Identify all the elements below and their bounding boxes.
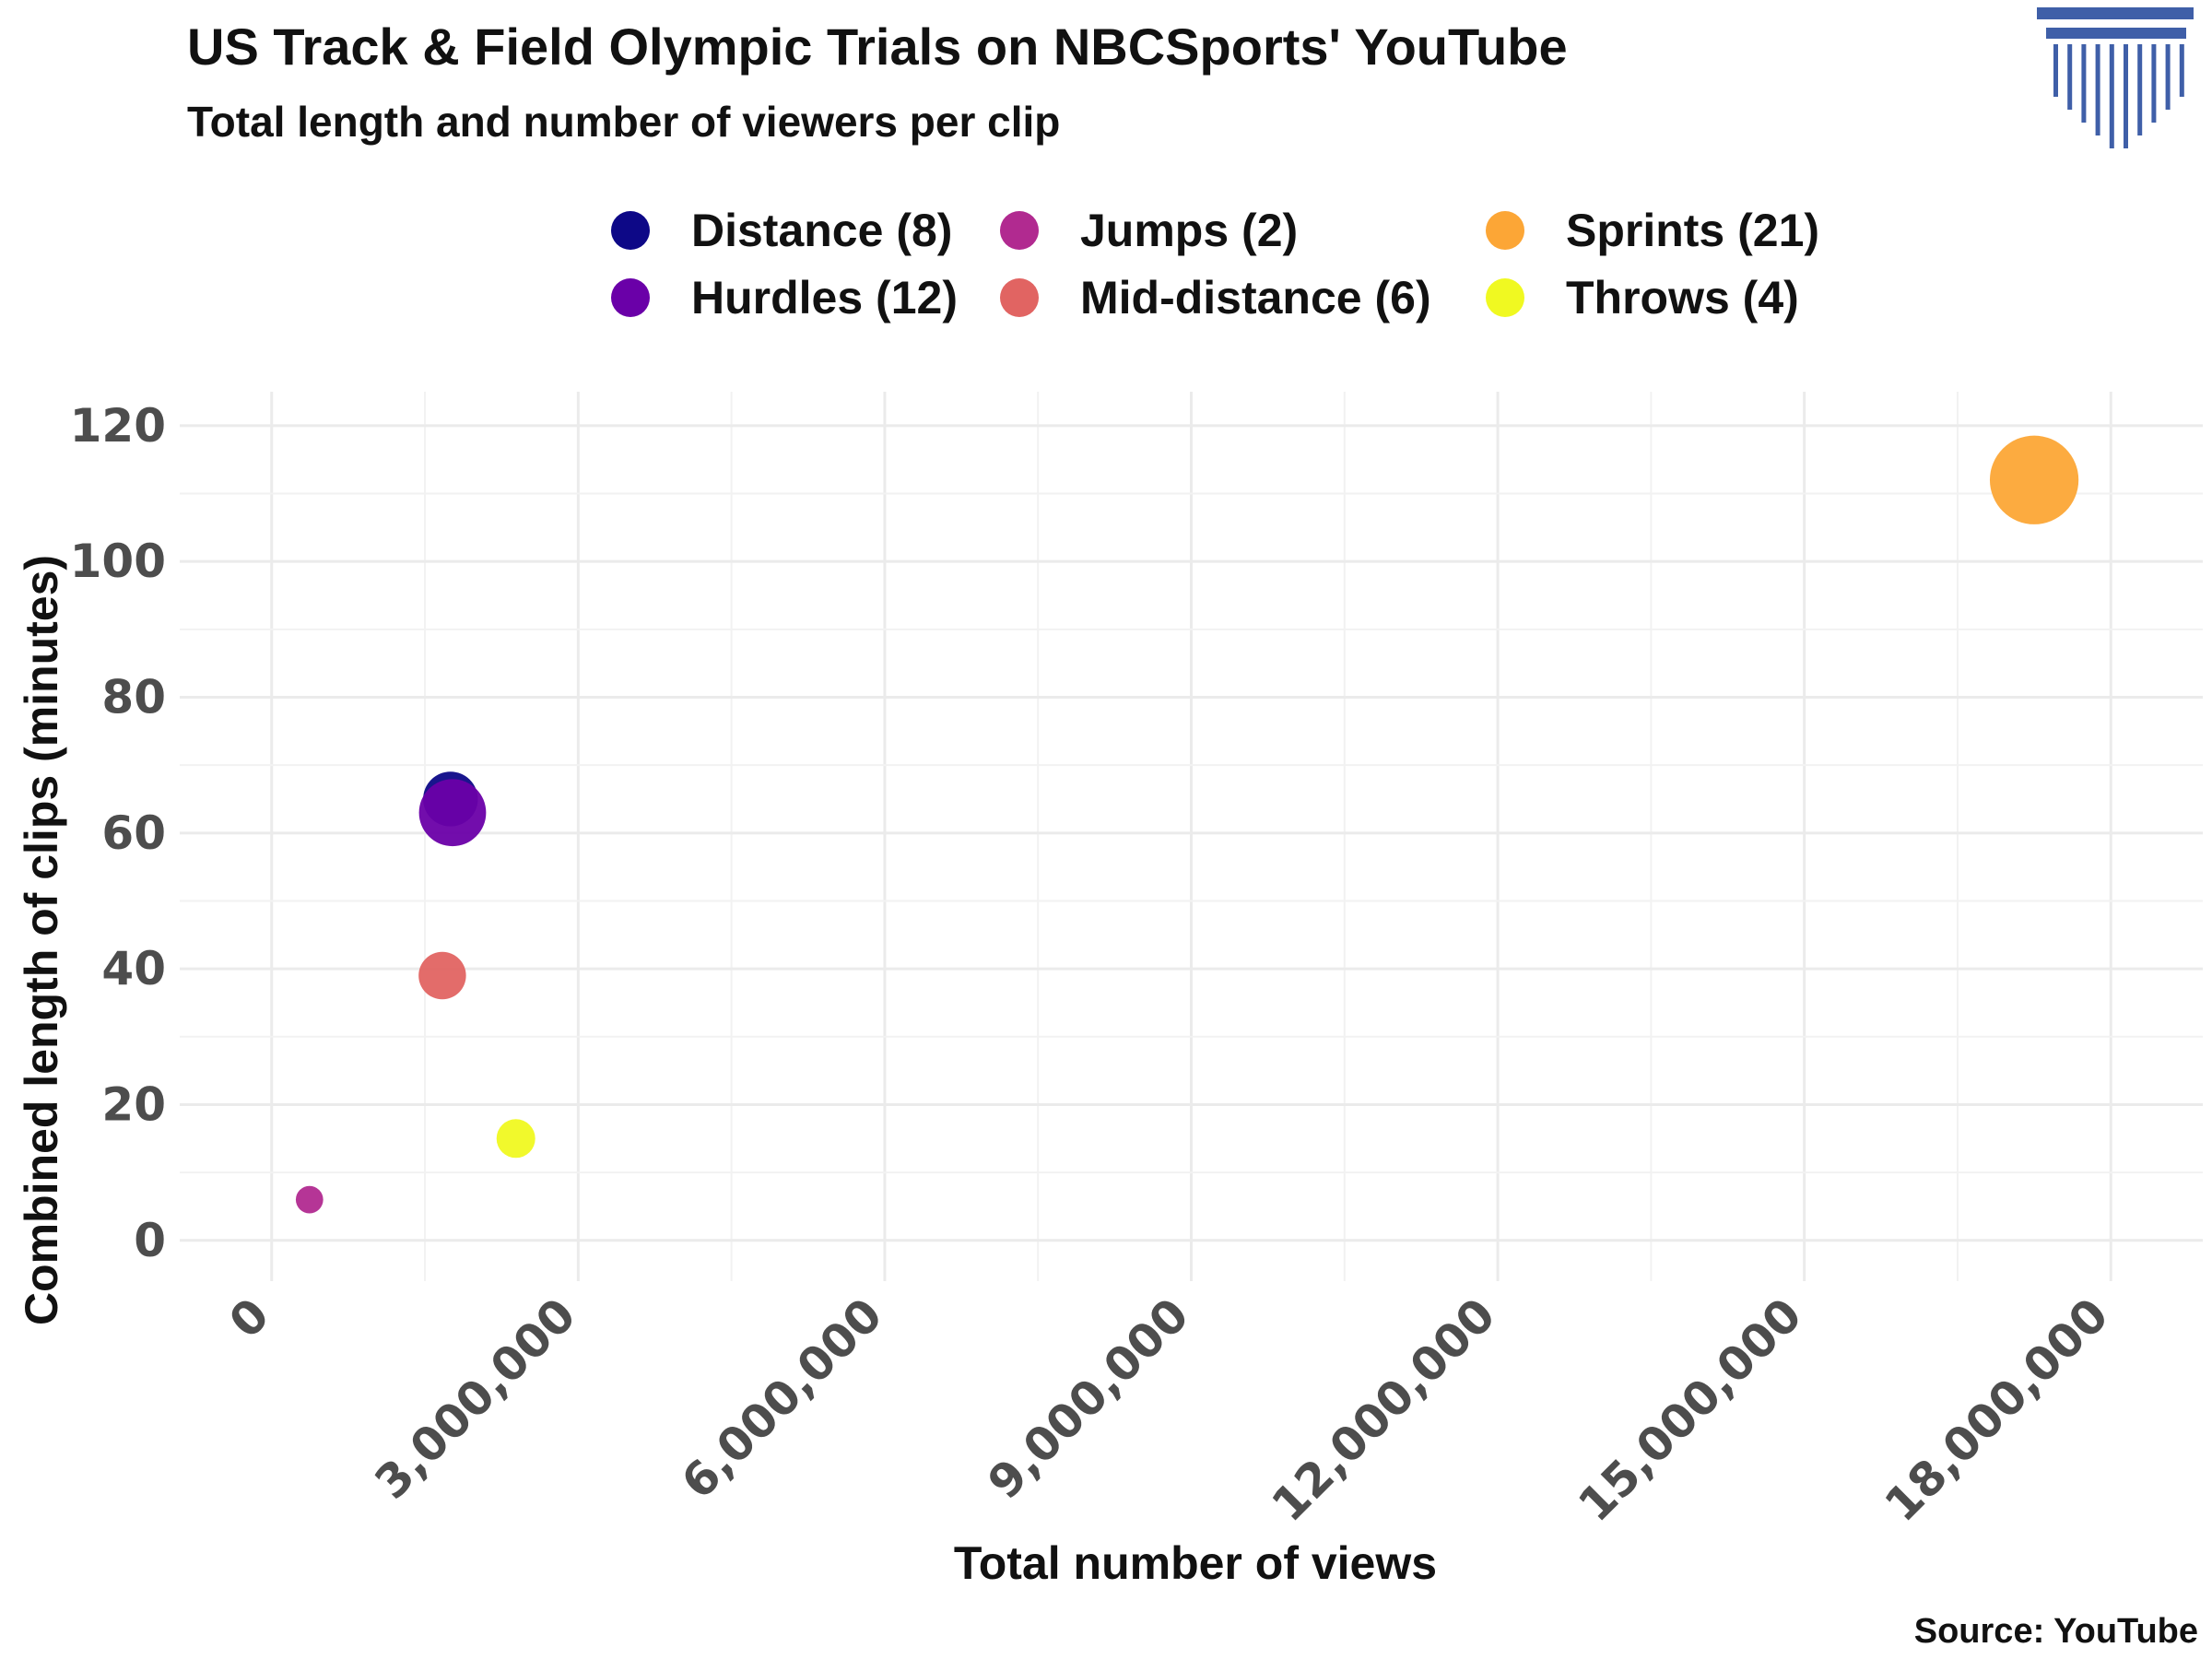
- legend-label-sprints: Sprints (21): [1566, 205, 1819, 256]
- y-tick-label: 60: [101, 806, 166, 860]
- legend-key-mid-distance: [1000, 278, 1039, 317]
- legend-label-throws: Throws (4): [1566, 272, 1799, 324]
- source-note: Source: YouTube: [1914, 1612, 2198, 1651]
- logo-beam: [2046, 28, 2186, 39]
- legend-key-distance: [611, 211, 650, 250]
- y-tick-label: 80: [101, 670, 166, 724]
- logo-column: [2095, 44, 2100, 135]
- legend-key-throws: [1486, 278, 1524, 317]
- legend-label-jumps: Jumps (2): [1080, 205, 1298, 256]
- logo-column: [2109, 44, 2114, 148]
- y-tick-label: 40: [101, 942, 166, 995]
- point-sprints: [1989, 435, 2079, 524]
- logo-roof: [2037, 7, 2194, 19]
- chart-subtitle: Total length and number of viewers per c…: [187, 98, 1060, 146]
- y-axis-title: Combined length of clips (minutes): [16, 555, 67, 1325]
- point-mid-distance: [418, 951, 466, 1000]
- legend: Distance (8) Hurdles (12) Jumps (2) Mid-dis…: [611, 205, 1819, 324]
- logo-column: [2124, 44, 2128, 148]
- x-tick-label: 0: [219, 1288, 280, 1348]
- logo-column: [2137, 44, 2143, 135]
- x-tick-label: 6,000,000: [671, 1288, 892, 1509]
- data-points: [295, 435, 2079, 1214]
- legend-key-sprints: [1486, 211, 1524, 250]
- point-throws: [496, 1119, 535, 1159]
- logo-column: [2165, 44, 2171, 110]
- grid: [180, 392, 2203, 1281]
- x-tick-label: 3,000,000: [365, 1288, 586, 1509]
- logo-column: [2081, 44, 2087, 123]
- y-tick-label: 100: [70, 535, 166, 588]
- y-tick-label: 20: [101, 1077, 166, 1131]
- legend-key-hurdles: [611, 278, 650, 317]
- x-tick-label: 15,000,000: [1568, 1288, 1812, 1532]
- logo-column: [2151, 44, 2157, 123]
- chart-title: US Track & Field Olympic Trials on NBCSp…: [187, 18, 1568, 76]
- x-tick-label: 9,000,000: [978, 1288, 1199, 1509]
- logo-column: [2179, 44, 2184, 97]
- x-axis-ticks: 0 3,000,000 6,000,000 9,000,000 12,000,000 15…: [219, 1288, 2119, 1532]
- point-hurdles: [418, 779, 487, 847]
- point-jumps: [295, 1185, 324, 1214]
- x-tick-label: 12,000,000: [1262, 1288, 1506, 1532]
- logo-column: [2053, 44, 2058, 97]
- columns-logo: [2037, 7, 2194, 148]
- y-tick-label: 0: [134, 1214, 166, 1267]
- x-axis-title: Total number of views: [954, 1537, 1437, 1589]
- legend-label-hurdles: Hurdles (12): [691, 272, 958, 324]
- legend-label-mid-distance: Mid-distance (6): [1080, 272, 1431, 324]
- y-axis-ticks: 0 20 40 60 80 100 120: [70, 399, 166, 1267]
- x-tick-label: 18,000,000: [1875, 1288, 2119, 1532]
- y-tick-label: 120: [70, 399, 166, 453]
- logo-column: [2067, 44, 2073, 110]
- legend-label-distance: Distance (8): [691, 205, 952, 256]
- legend-key-jumps: [1000, 211, 1039, 250]
